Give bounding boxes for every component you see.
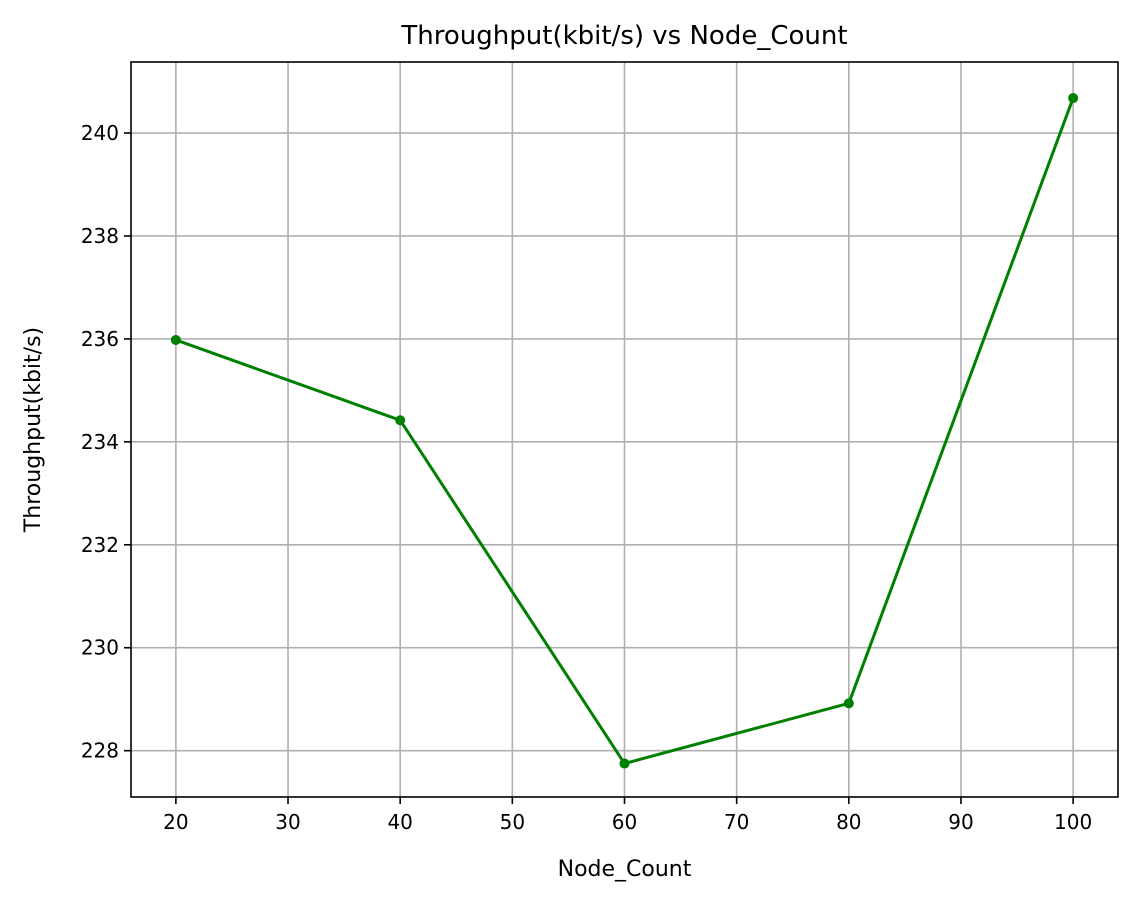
tick-labels: 20 30 40 50 60 70 80 90 100 228 230 232 234 236 238 240 xyxy=(81,121,1092,834)
y-tick-label: 238 xyxy=(81,224,119,248)
data-point xyxy=(619,758,630,769)
x-tick-label: 30 xyxy=(275,810,300,834)
x-tick-label: 50 xyxy=(500,810,525,834)
axis-ticks xyxy=(124,132,1074,804)
data-series xyxy=(170,93,1079,769)
y-tick-label: 230 xyxy=(81,636,119,660)
y-tick-label: 228 xyxy=(81,739,119,763)
x-tick-label: 60 xyxy=(612,810,637,834)
data-point xyxy=(1068,93,1079,104)
x-tick-label: 100 xyxy=(1054,810,1092,834)
x-tick-label: 80 xyxy=(836,810,861,834)
x-tick-label: 20 xyxy=(163,810,188,834)
y-tick-label: 232 xyxy=(81,533,119,557)
x-tick-label: 70 xyxy=(724,810,749,834)
y-tick-label: 234 xyxy=(81,430,119,454)
x-tick-label: 40 xyxy=(387,810,412,834)
grid-lines xyxy=(131,62,1118,797)
y-tick-label: 236 xyxy=(81,327,119,351)
data-point xyxy=(395,415,406,426)
y-axis-title: Throughput(kbit/s) xyxy=(21,327,46,533)
chart-title: Throughput(kbit/s) vs Node_Count xyxy=(400,21,847,51)
y-tick-label: 240 xyxy=(81,121,119,145)
x-tick-label: 90 xyxy=(948,810,973,834)
x-axis-title: Node_Count xyxy=(558,857,692,882)
data-point xyxy=(843,698,854,709)
data-point xyxy=(170,334,181,345)
